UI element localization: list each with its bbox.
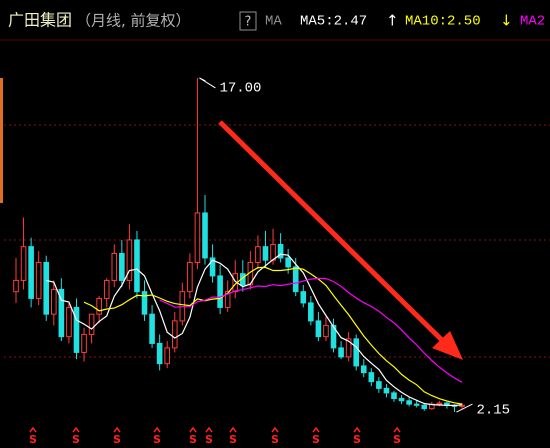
candle-body: [360, 365, 367, 374]
candle-body: [277, 243, 284, 259]
candle-body: [96, 297, 102, 315]
signal-label: S: [72, 433, 80, 446]
candle-body: [255, 246, 261, 263]
legend-trend: ↓: [500, 12, 513, 30]
signal-arrow: [205, 426, 213, 433]
candle-body: [285, 257, 291, 268]
candle-body: [353, 338, 359, 367]
candle-body: [164, 347, 170, 365]
legend-label: MA10:2.50: [405, 14, 481, 30]
signal-label: S: [353, 433, 361, 446]
ma-line: [159, 277, 463, 383]
indicator-name: MA: [265, 14, 282, 30]
candle-body: [262, 246, 269, 261]
candle-body: [20, 246, 27, 281]
signal-label: S: [205, 433, 213, 446]
candle-body: [376, 381, 382, 389]
candle-body: [156, 342, 163, 365]
high-annotation: 17.00: [219, 81, 261, 97]
candle-body: [66, 306, 72, 338]
candle-body: [111, 252, 118, 281]
candle-body: [292, 266, 299, 293]
candle-body: [413, 403, 420, 406]
candle-body: [103, 279, 110, 299]
signal-label: S: [29, 433, 37, 446]
signal-arrow: [271, 426, 279, 433]
candle-body: [51, 288, 57, 315]
side-marker: [0, 78, 3, 203]
signal-label: S: [271, 433, 279, 446]
candle-body: [119, 252, 125, 281]
candle-body: [73, 306, 80, 353]
candle-body: [134, 239, 140, 293]
legend-label: MA2: [520, 14, 545, 30]
candle-body: [308, 302, 314, 322]
candle-body: [187, 261, 193, 293]
candle-body: [323, 324, 329, 338]
candle-body: [421, 404, 428, 410]
trend-arrow: [218, 120, 463, 360]
signal-arrow: [229, 426, 237, 433]
signal-arrow: [353, 426, 361, 433]
candle-body: [368, 372, 375, 383]
candle-body: [88, 313, 95, 335]
candle-body: [315, 320, 322, 338]
candle-body: [194, 212, 201, 263]
candle-body: [202, 212, 208, 259]
candle-body: [171, 320, 178, 349]
candle-body: [338, 347, 344, 358]
annotation-pointer: [199, 77, 216, 89]
candle-body: [383, 387, 390, 394]
signal-label: S: [189, 433, 197, 446]
trend-arrow-shaft: [218, 120, 452, 350]
candle-body: [406, 400, 412, 405]
candle-body: [300, 291, 307, 304]
ma-line: [83, 266, 463, 405]
candle-body: [126, 239, 133, 281]
signal-arrow: [113, 426, 121, 433]
candle-body: [391, 392, 397, 400]
signal-arrow: [312, 426, 320, 433]
signal-label: S: [393, 433, 401, 446]
candle-body: [330, 324, 337, 349]
annotation-pointer: [456, 403, 473, 413]
signal-arrow: [72, 426, 80, 433]
candle-body: [345, 338, 352, 358]
candle-body: [58, 288, 65, 338]
help-box[interactable]: [239, 11, 257, 31]
low-annotation: 2.15: [476, 403, 510, 419]
candle-body: [436, 402, 443, 405]
legend-label: MA5:2.47: [300, 14, 367, 30]
candle-body: [35, 261, 42, 299]
candle-body: [141, 291, 148, 315]
candle-body: [43, 261, 50, 315]
candle-body: [217, 275, 223, 308]
signal-label: S: [113, 433, 121, 446]
ma-line: [46, 253, 463, 407]
signal-label: S: [312, 433, 320, 446]
candle-body: [398, 398, 405, 402]
signal-arrow: [29, 426, 37, 433]
stock-name: 广田集团: [8, 11, 72, 30]
candle-body: [13, 279, 19, 293]
candle-body: [81, 333, 87, 353]
signal-arrow: [393, 426, 401, 433]
candle-body: [149, 313, 155, 344]
signal-arrow: [189, 426, 197, 433]
period-label: （月线, 前复权）: [76, 12, 191, 30]
candle-body: [224, 291, 231, 308]
signal-label: S: [153, 433, 161, 446]
trend-arrow-head: [432, 331, 463, 360]
candle-body: [28, 246, 34, 299]
help-icon[interactable]: ?: [245, 15, 252, 30]
signal-label: S: [229, 433, 237, 446]
legend-trend: ↑: [386, 12, 399, 30]
signal-arrow: [153, 426, 161, 433]
candle-body: [209, 257, 216, 277]
